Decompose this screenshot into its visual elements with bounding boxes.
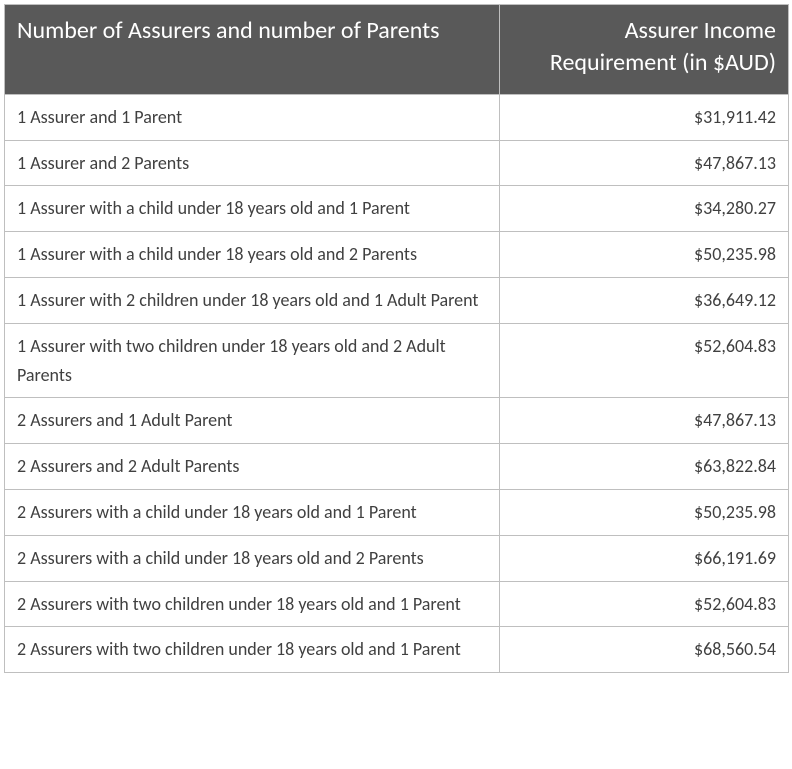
row-desc: 2 Assurers with two children under 18 ye…: [5, 581, 500, 627]
row-desc: 1 Assurer with a child under 18 years ol…: [5, 186, 500, 232]
row-amount: $50,235.98: [500, 489, 789, 535]
row-amount: $47,867.13: [500, 140, 789, 186]
row-desc: 2 Assurers with a child under 18 years o…: [5, 535, 500, 581]
row-amount: $52,604.83: [500, 323, 789, 398]
row-desc: 1 Assurer with 2 children under 18 years…: [5, 277, 500, 323]
row-desc: 1 Assurer and 2 Parents: [5, 140, 500, 186]
row-desc: 1 Assurer with two children under 18 yea…: [5, 323, 500, 398]
table-row: 1 Assurer and 2 Parents $47,867.13: [5, 140, 789, 186]
row-amount: $47,867.13: [500, 398, 789, 444]
table-row: 1 Assurer with 2 children under 18 years…: [5, 277, 789, 323]
table-body: 1 Assurer and 1 Parent $31,911.42 1 Assu…: [5, 94, 789, 672]
table-row: 2 Assurers with a child under 18 years o…: [5, 535, 789, 581]
table-row: 2 Assurers with a child under 18 years o…: [5, 489, 789, 535]
table-row: 2 Assurers and 1 Adult Parent $47,867.13: [5, 398, 789, 444]
row-desc: 2 Assurers with two children under 18 ye…: [5, 627, 500, 673]
table-row: 2 Assurers with two children under 18 ye…: [5, 581, 789, 627]
row-amount: $36,649.12: [500, 277, 789, 323]
table-row: 1 Assurer with a child under 18 years ol…: [5, 186, 789, 232]
header-income-requirement: Assurer Income Requirement (in $AUD): [500, 5, 789, 95]
row-desc: 2 Assurers and 2 Adult Parents: [5, 444, 500, 490]
row-desc: 2 Assurers with a child under 18 years o…: [5, 489, 500, 535]
row-amount: $63,822.84: [500, 444, 789, 490]
table-row: 1 Assurer with a child under 18 years ol…: [5, 232, 789, 278]
table-row: 2 Assurers and 2 Adult Parents $63,822.8…: [5, 444, 789, 490]
row-desc: 2 Assurers and 1 Adult Parent: [5, 398, 500, 444]
table-header-row: Number of Assurers and number of Parents…: [5, 5, 789, 95]
header-assurers-parents: Number of Assurers and number of Parents: [5, 5, 500, 95]
table-row: 1 Assurer and 1 Parent $31,911.42: [5, 94, 789, 140]
table-row: 2 Assurers with two children under 18 ye…: [5, 627, 789, 673]
row-amount: $34,280.27: [500, 186, 789, 232]
row-desc: 1 Assurer and 1 Parent: [5, 94, 500, 140]
row-amount: $50,235.98: [500, 232, 789, 278]
row-amount: $68,560.54: [500, 627, 789, 673]
row-amount: $66,191.69: [500, 535, 789, 581]
table-row: 1 Assurer with two children under 18 yea…: [5, 323, 789, 398]
row-amount: $31,911.42: [500, 94, 789, 140]
income-requirement-table: Number of Assurers and number of Parents…: [4, 4, 789, 673]
row-amount: $52,604.83: [500, 581, 789, 627]
row-desc: 1 Assurer with a child under 18 years ol…: [5, 232, 500, 278]
